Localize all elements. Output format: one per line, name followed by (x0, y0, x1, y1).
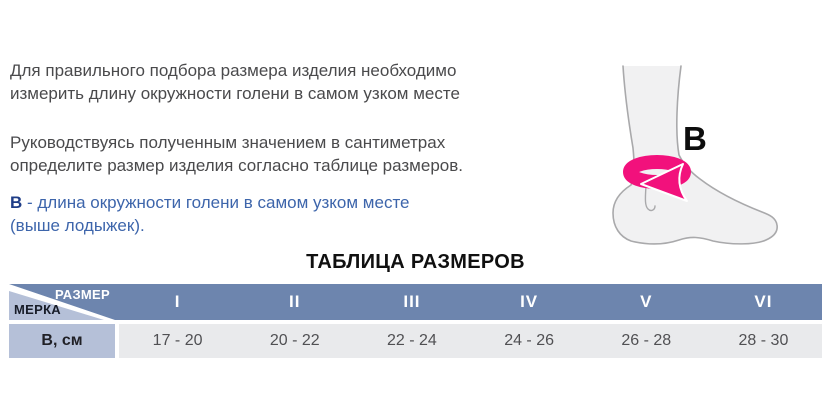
corner-size-label: РАЗМЕР (54, 287, 110, 302)
value-cell-3: 22 - 24 (387, 332, 437, 349)
corner-cell: РАЗМЕР МЕРКА (9, 284, 115, 320)
measure-arrow-icon (640, 163, 688, 202)
size-columns-group: I II III IV V VI (119, 284, 822, 320)
row-label-cell: В, см (9, 324, 115, 358)
value-cell-6: 28 - 30 (738, 332, 789, 349)
measure-note: В - длина окружности голени в самом узко… (10, 191, 510, 237)
value-cells-group: 17 - 20 20 - 22 22 - 24 24 - 26 26 - 28 … (119, 324, 822, 358)
measure-letter: В (10, 193, 23, 212)
size-table-header-row: РАЗМЕР МЕРКА I II III IV V VI (9, 284, 822, 320)
column-header-size-1: I (174, 292, 181, 311)
ankle-illustration (612, 65, 778, 245)
value-cell-4: 24 - 26 (504, 332, 554, 349)
intro-paragraph-1: Для правильного подбора размера изделия … (10, 61, 460, 103)
column-header-size-6: VI (754, 292, 773, 311)
value-cell-2: 20 - 22 (269, 332, 320, 349)
foot-outline (612, 65, 778, 245)
ankle-detail-line (644, 185, 656, 212)
value-cell-5: 26 - 28 (621, 332, 672, 349)
corner-measure-label: МЕРКА (14, 302, 61, 317)
column-header-size-4: IV (520, 292, 539, 311)
size-table-value-row: В, см 17 - 20 20 - 22 22 - 24 24 - 26 26… (9, 324, 822, 358)
intro-paragraph-2: Руководствуясь полученным значением в са… (10, 133, 463, 175)
value-cell-1: 17 - 20 (152, 332, 203, 349)
ankle-figure: В (605, 60, 831, 255)
column-header-size-2: II (289, 292, 301, 311)
column-header-size-5: V (640, 292, 653, 311)
column-header-size-3: III (403, 292, 421, 311)
size-table-title: ТАБЛИЦА РАЗМЕРОВ (306, 251, 525, 273)
figure-b-label: В (683, 120, 707, 157)
size-table: РАЗМЕР МЕРКА I II III IV V VI В, см 17 -… (9, 284, 822, 358)
measure-description: - длина окружности голени в самом узком … (10, 193, 410, 235)
